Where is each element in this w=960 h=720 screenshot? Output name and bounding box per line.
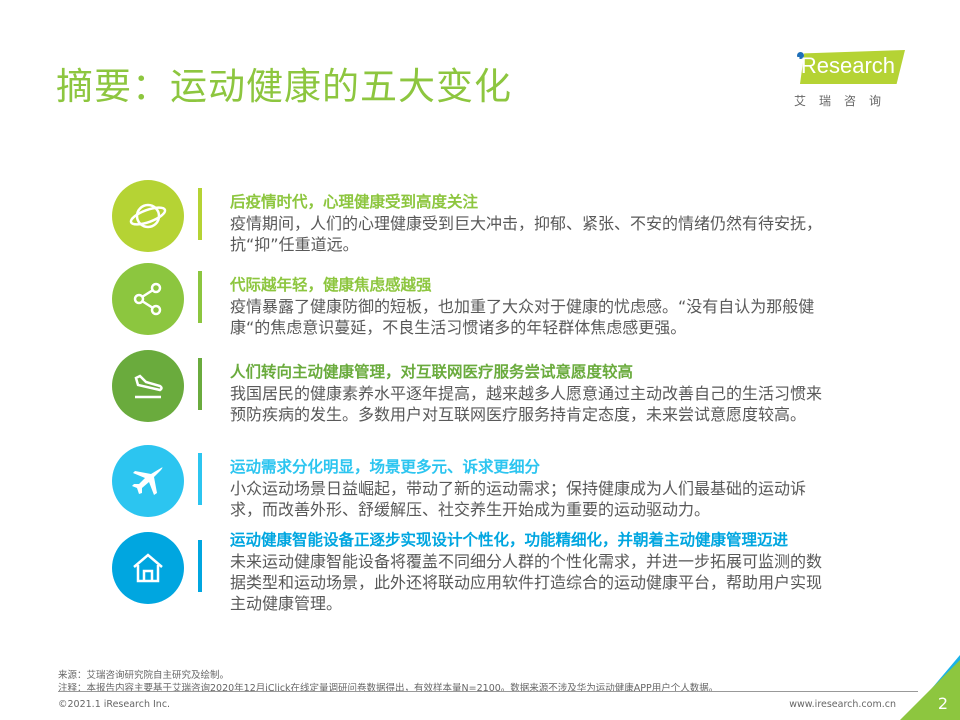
iresearch-logo: iResearch 艾瑞咨询 <box>790 50 912 110</box>
item-body: 疫情暴露了健康防御的短板，也加重了大众对于健康的忧虑感。“没有自认为那般健康“的… <box>230 297 815 337</box>
page-title: 摘要：运动健康的五大变化 <box>56 65 512 108</box>
airplane-icon <box>112 445 184 517</box>
item-title: 人们转向主动健康管理，对互联网医疗服务尝试意愿度较高 <box>230 363 634 381</box>
share-icon <box>112 263 184 335</box>
item-body: 未来运动健康智能设备将覆盖不同细分人群的个性化需求，并进一步拓展可监测的数据类型… <box>230 552 823 613</box>
website: www.iresearch.com.cn <box>789 699 896 710</box>
item-body: 疫情期间，人们的心理健康受到巨大冲击，抑郁、紧张、不安的情绪仍然有待安抚，抗“抑… <box>230 214 823 254</box>
page-number: 2 <box>937 694 948 713</box>
item-title: 代际越年轻，健康焦虑感越强 <box>230 276 432 294</box>
logo-text: iResearch <box>796 53 896 78</box>
footer-divider <box>58 691 918 692</box>
source-note: 来源：艾瑞咨询研究院自主研究及绘制。 <box>58 670 230 681</box>
item-body: 我国居民的健康素养水平逐年提高，越来越多人愿意通过主动改善自己的生活习惯来预防疾… <box>230 384 823 424</box>
corner-decoration-green <box>900 660 960 720</box>
item-title: 后疫情时代，心理健康受到高度关注 <box>230 193 479 211</box>
house-icon <box>112 532 184 604</box>
planet-icon <box>112 180 184 252</box>
plane-landing-icon <box>112 350 184 422</box>
item-body: 小众运动场景日益崛起，带动了新的运动需求；保持健康成为人们最基础的运动诉求，而改… <box>230 479 807 519</box>
logo-cn: 艾瑞咨询 <box>794 94 895 108</box>
accent-bar <box>198 453 202 505</box>
footnote: 注释：本报告内容主要基于艾瑞咨询2020年12月iClick在线定量调研问卷数据… <box>58 683 719 694</box>
accent-bar <box>198 540 202 592</box>
accent-bar <box>198 358 202 410</box>
item-title: 运动需求分化明显，场景更多元、诉求更细分 <box>230 458 541 476</box>
copyright: ©2021.1 iResearch Inc. <box>58 699 171 710</box>
accent-bar <box>198 271 202 323</box>
accent-bar <box>198 188 202 240</box>
item-title: 运动健康智能设备正逐步实现设计个性化，功能精细化，并朝着主动健康管理迈进 <box>230 531 789 549</box>
